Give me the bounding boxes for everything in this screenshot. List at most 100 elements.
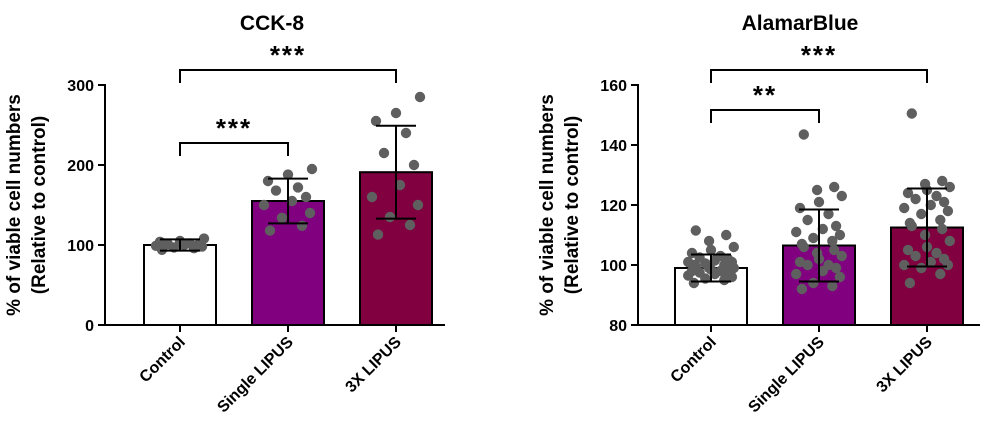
data-point bbox=[931, 247, 942, 259]
data-point bbox=[390, 107, 402, 119]
category-label: Single LIPUS bbox=[745, 334, 828, 417]
data-point bbox=[404, 219, 416, 231]
data-point bbox=[791, 268, 802, 280]
data-point bbox=[370, 115, 382, 127]
data-point bbox=[836, 250, 847, 262]
data-point bbox=[258, 199, 270, 211]
significance-label: *** bbox=[216, 113, 252, 143]
data-point bbox=[827, 280, 838, 292]
data-point bbox=[276, 212, 288, 223]
data-point bbox=[690, 225, 701, 236]
data-point bbox=[264, 225, 276, 236]
category-label: Single LIPUS bbox=[214, 334, 297, 417]
data-point bbox=[904, 277, 916, 289]
y-tick-label: 0 bbox=[85, 318, 94, 335]
significance-bracket bbox=[710, 109, 820, 123]
data-point bbox=[802, 214, 813, 226]
significance-label: *** bbox=[801, 40, 837, 70]
data-point bbox=[394, 179, 406, 191]
data-point bbox=[808, 277, 819, 289]
data-point bbox=[686, 247, 698, 259]
y-tick-label: 160 bbox=[600, 78, 627, 95]
data-point bbox=[902, 244, 914, 256]
data-point bbox=[830, 220, 842, 232]
y-tick-label: 200 bbox=[67, 158, 94, 175]
y-tick-label: 100 bbox=[600, 258, 627, 275]
data-point bbox=[688, 277, 700, 289]
data-point bbox=[270, 185, 282, 196]
data-point bbox=[937, 175, 948, 187]
cck8-panel: CCK-8 % of viable cell numbers (Relative… bbox=[4, 12, 445, 416]
data-point bbox=[942, 205, 954, 217]
data-point bbox=[184, 238, 196, 249]
data-point bbox=[829, 244, 840, 256]
y-tick-label: 80 bbox=[609, 318, 627, 335]
data-point bbox=[262, 175, 274, 187]
data-point bbox=[811, 184, 823, 196]
data-point bbox=[715, 250, 726, 262]
data-point bbox=[817, 223, 828, 235]
data-point bbox=[916, 262, 927, 274]
chart-title: CCK-8 bbox=[240, 12, 304, 35]
chart-title: AlamarBlue bbox=[742, 12, 859, 35]
data-point bbox=[910, 193, 921, 205]
data-point bbox=[910, 250, 921, 262]
data-point bbox=[292, 182, 304, 193]
alamarblue-panel: AlamarBlue % of viable cell numbers (Rel… bbox=[537, 12, 980, 416]
data-point bbox=[683, 256, 694, 268]
data-point bbox=[808, 232, 819, 244]
data-point bbox=[282, 169, 294, 180]
data-point bbox=[925, 199, 936, 211]
data-point bbox=[937, 223, 948, 235]
data-point bbox=[938, 253, 950, 265]
significance-label: ** bbox=[753, 80, 777, 110]
data-point bbox=[721, 229, 732, 241]
y-axis-label-line1: % of viable cell numbers bbox=[537, 94, 558, 316]
y-axis-label-line2: (Relative to control) bbox=[29, 116, 50, 294]
significance-bracket bbox=[179, 69, 397, 83]
data-point bbox=[154, 236, 166, 247]
data-point bbox=[827, 235, 838, 247]
data-point bbox=[899, 202, 910, 214]
data-point bbox=[925, 256, 936, 268]
data-point bbox=[306, 163, 318, 175]
data-point bbox=[705, 244, 717, 256]
data-point bbox=[794, 202, 806, 214]
data-point bbox=[944, 235, 955, 247]
y-axis-label-line2: (Relative to control) bbox=[562, 116, 583, 294]
bar-control bbox=[143, 244, 217, 326]
significance-bracket bbox=[179, 142, 289, 156]
y-tick-label: 140 bbox=[600, 138, 627, 155]
data-point bbox=[919, 178, 931, 190]
category-label: Control bbox=[668, 334, 720, 386]
category-label: 3X LIPUS bbox=[343, 334, 406, 397]
data-point bbox=[823, 208, 834, 220]
y-tick-label: 300 bbox=[67, 78, 94, 95]
data-point bbox=[836, 190, 847, 202]
data-point bbox=[931, 190, 942, 202]
data-point bbox=[408, 159, 420, 171]
data-point bbox=[300, 191, 312, 203]
data-point bbox=[384, 211, 396, 223]
data-point bbox=[412, 199, 424, 211]
data-point bbox=[378, 147, 390, 159]
data-point bbox=[372, 229, 384, 240]
data-point bbox=[798, 129, 809, 140]
data-point bbox=[834, 229, 846, 241]
data-point bbox=[414, 91, 426, 103]
data-point bbox=[906, 108, 917, 119]
data-point bbox=[796, 238, 808, 250]
data-point bbox=[728, 241, 739, 253]
data-point bbox=[902, 187, 914, 199]
data-point bbox=[938, 196, 950, 208]
data-point bbox=[829, 181, 840, 193]
data-point bbox=[703, 235, 715, 247]
data-point bbox=[796, 283, 808, 295]
data-point bbox=[834, 271, 846, 283]
data-point bbox=[198, 233, 210, 244]
data-point bbox=[794, 256, 806, 268]
data-point bbox=[366, 191, 378, 203]
data-point bbox=[162, 239, 174, 250]
data-point bbox=[944, 181, 955, 193]
